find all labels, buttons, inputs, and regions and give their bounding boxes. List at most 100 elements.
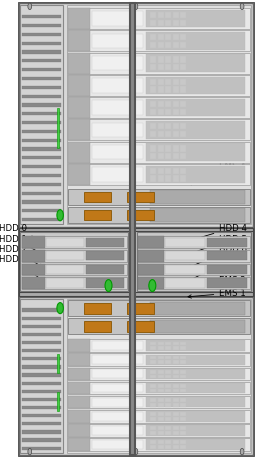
Bar	[150, 445, 156, 449]
Bar	[22, 406, 61, 409]
Bar	[46, 265, 84, 274]
Bar	[165, 431, 171, 435]
Bar	[150, 168, 156, 174]
Bar	[146, 122, 245, 140]
Bar	[22, 277, 45, 289]
Text: HDD 0: HDD 0	[0, 224, 43, 241]
Bar	[150, 375, 156, 379]
Bar	[138, 264, 164, 275]
Bar	[165, 35, 171, 41]
Bar	[22, 16, 61, 19]
Bar	[180, 342, 186, 346]
Bar	[130, 4, 135, 455]
Bar	[165, 109, 171, 116]
Bar	[146, 11, 245, 28]
Bar	[68, 98, 250, 119]
Bar	[138, 251, 164, 262]
Bar	[158, 431, 164, 435]
Bar	[22, 333, 61, 336]
Bar	[127, 321, 154, 332]
Bar	[68, 438, 250, 451]
Bar	[158, 146, 164, 152]
Bar	[68, 9, 250, 30]
Bar	[146, 100, 245, 117]
Circle shape	[28, 448, 32, 455]
Bar	[22, 251, 45, 262]
Bar	[150, 342, 156, 346]
Bar	[68, 382, 90, 395]
Bar	[180, 389, 186, 392]
Bar	[22, 349, 61, 353]
Bar	[173, 412, 179, 416]
Bar	[22, 398, 61, 401]
Bar	[150, 384, 156, 388]
Bar	[92, 384, 143, 392]
Bar	[165, 168, 171, 174]
Circle shape	[149, 280, 156, 292]
Bar	[150, 389, 156, 392]
Bar	[150, 43, 156, 49]
Bar	[158, 13, 164, 19]
Bar	[180, 79, 186, 85]
Bar	[165, 57, 171, 63]
Bar	[180, 132, 186, 138]
Bar	[68, 31, 90, 52]
Bar	[67, 299, 251, 453]
Bar	[22, 264, 45, 275]
Bar	[180, 417, 186, 421]
Bar	[22, 60, 61, 63]
Bar	[165, 124, 171, 130]
Bar	[22, 237, 126, 249]
Bar	[158, 445, 164, 449]
Bar	[158, 101, 164, 108]
Bar	[173, 389, 179, 392]
Bar	[173, 57, 179, 63]
Bar	[180, 403, 186, 407]
Bar	[22, 374, 61, 377]
Bar	[150, 440, 156, 444]
Bar	[173, 375, 179, 379]
Bar	[68, 396, 90, 409]
Bar	[68, 410, 90, 423]
Bar	[158, 132, 164, 138]
Bar	[150, 403, 156, 407]
Bar	[19, 228, 253, 232]
Bar	[22, 210, 61, 213]
Text: HDD 7: HDD 7	[188, 254, 247, 282]
Bar	[67, 6, 251, 225]
Bar	[180, 65, 186, 71]
Bar	[173, 146, 179, 152]
Bar	[84, 210, 111, 221]
Bar	[165, 417, 171, 421]
Bar	[22, 218, 61, 222]
Bar	[22, 69, 61, 72]
Bar	[68, 142, 90, 163]
Bar	[158, 87, 164, 94]
Bar	[68, 98, 90, 119]
Bar	[150, 398, 156, 402]
Bar	[180, 347, 186, 350]
Circle shape	[240, 4, 244, 11]
Bar	[180, 356, 186, 360]
Bar	[158, 21, 164, 27]
Bar	[22, 34, 61, 37]
Bar	[138, 251, 250, 262]
Bar	[165, 101, 171, 108]
Bar	[22, 174, 61, 178]
Bar	[173, 101, 179, 108]
Bar	[180, 370, 186, 374]
Bar	[92, 426, 143, 435]
Bar	[68, 319, 250, 335]
Bar	[173, 445, 179, 449]
Bar	[84, 192, 111, 203]
Text: EMS 4: EMS 4	[188, 162, 246, 171]
Bar	[150, 209, 245, 222]
Bar	[146, 55, 245, 73]
Bar	[22, 122, 61, 125]
Circle shape	[105, 280, 112, 292]
Bar	[158, 57, 164, 63]
Bar	[68, 396, 250, 409]
Bar	[86, 238, 124, 247]
Bar	[84, 303, 111, 314]
Bar	[158, 412, 164, 416]
